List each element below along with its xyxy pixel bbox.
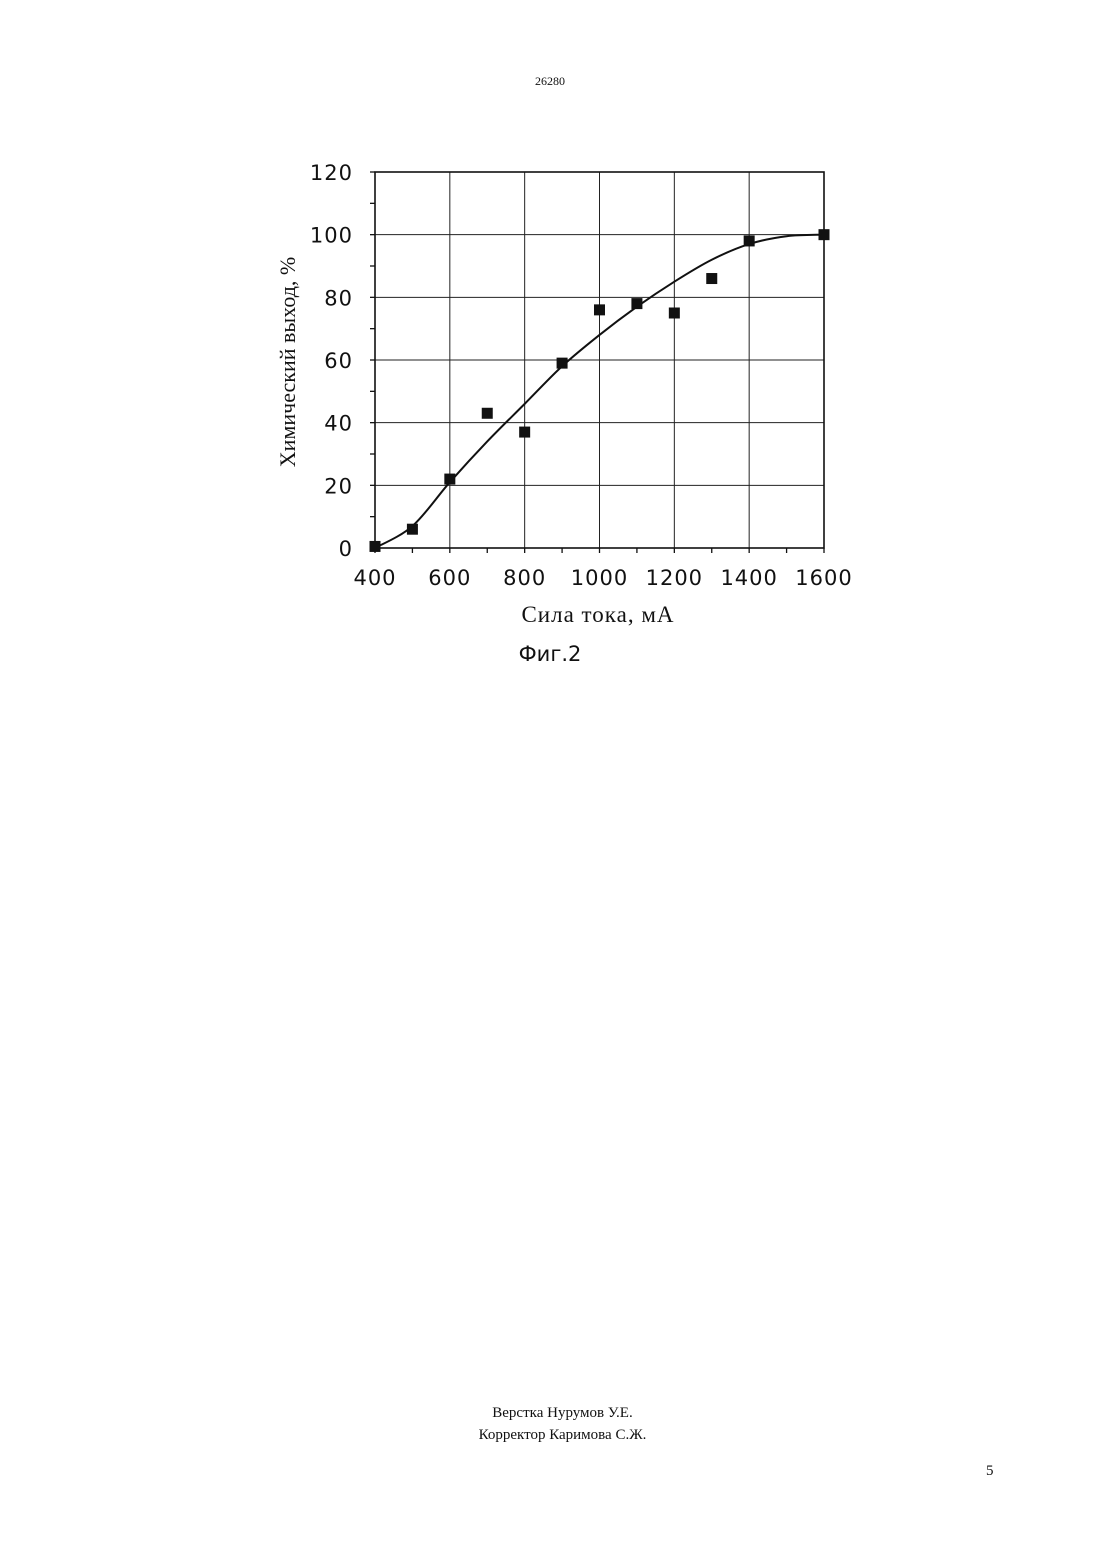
figure-caption: Фиг.2 — [0, 642, 1100, 666]
data-point-600 — [444, 474, 455, 485]
x-tick-label-1000: 1000 — [571, 566, 628, 590]
y-tick-label-20: 20 — [324, 474, 353, 498]
y-tick-label-0: 0 — [339, 537, 353, 561]
credit-proofreader: Корректор Каримова С.Ж. — [0, 1424, 1100, 1446]
data-point-1300 — [706, 273, 717, 284]
x-tick-label-1200: 1200 — [646, 566, 703, 590]
y-tick-label-100: 100 — [310, 224, 353, 248]
data-point-1100 — [631, 298, 642, 309]
x-tick-label-1600: 1600 — [795, 566, 852, 590]
chart-tick-labels: 400 600 800 1000 1200 1400 1600 0 20 40 60 80 100 120 — [310, 161, 853, 590]
data-point-1000 — [594, 304, 605, 315]
data-point-1200 — [669, 308, 680, 319]
x-tick-label-800: 800 — [503, 566, 546, 590]
chart: 400 600 800 1000 1200 1400 1600 0 20 40 60 80 100 120… — [0, 0, 1100, 700]
y-tick-label-120: 120 — [310, 161, 353, 185]
data-point-400 — [370, 541, 381, 552]
data-point-1600 — [819, 229, 830, 240]
y-tick-label-40: 40 — [324, 412, 353, 436]
y-axis-label: Химический выход, % — [275, 257, 300, 467]
x-tick-label-600: 600 — [428, 566, 471, 590]
y-tick-label-60: 60 — [324, 349, 353, 373]
credits-block: Верстка Нурумов У.Е. Корректор Каримова … — [0, 1402, 1100, 1446]
x-tick-label-1400: 1400 — [720, 566, 777, 590]
data-point-900 — [557, 358, 568, 369]
data-point-700 — [482, 408, 493, 419]
x-tick-label-400: 400 — [353, 566, 396, 590]
data-point-800 — [519, 427, 530, 438]
page-number: 5 — [986, 1463, 994, 1480]
x-axis-label: Сила тока, мА — [521, 602, 674, 627]
data-point-1400 — [744, 235, 755, 246]
credit-layout: Верстка Нурумов У.Е. — [0, 1402, 1100, 1424]
y-tick-label-80: 80 — [324, 286, 353, 310]
data-point-500 — [407, 524, 418, 535]
